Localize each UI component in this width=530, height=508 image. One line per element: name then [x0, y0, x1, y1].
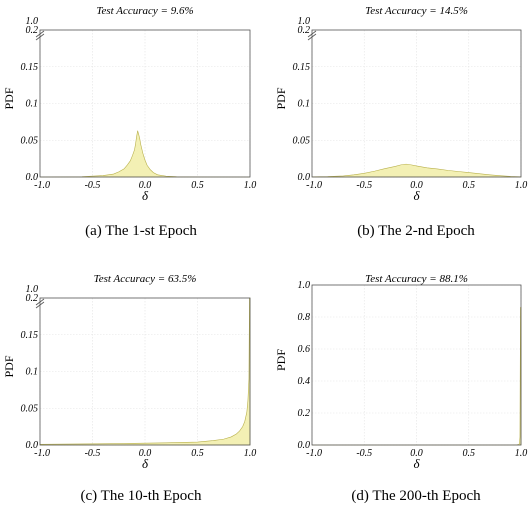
y-tick-label: 0.15 [293, 62, 311, 73]
pdf-area-series [311, 163, 522, 178]
chart-panel-3: -1.0 -0.5 0.0 0.5 1.00.00.050.10.150.21.0Tes… [2, 273, 256, 504]
plot-frame [39, 29, 251, 178]
x-tick-label: 0.0 [410, 448, 423, 459]
x-tick-label: 1.0 [515, 180, 528, 191]
axis-break-mark [35, 301, 45, 309]
y-axis-label: PDF [274, 87, 288, 109]
y-break-top-label: 1.0 [26, 16, 39, 27]
x-tick-label: -0.5 [356, 448, 372, 459]
axis-break-mark [307, 30, 317, 38]
plot-frame [39, 297, 251, 446]
y-tick-label: 0.15 [21, 62, 39, 73]
chart-panel-1: -1.0 -0.5 0.0 0.5 1.00.00.050.10.150.21.0Tes… [2, 5, 256, 239]
y-tick-label: 0.2 [298, 408, 311, 419]
x-tick-label: 0.0 [410, 180, 423, 191]
y-tick-label: 0.0 [26, 172, 39, 183]
chart-panel-4: -1.0 -0.5 0.0 0.5 1.0 0.0 0.2 0.4 0.6 0.8 1.0 Test … [274, 273, 527, 504]
subfigure-caption: (d) The 200-th Epoch [351, 488, 481, 504]
subfigure-caption: (c) The 10-th Epoch [81, 488, 202, 504]
y-tick-label: 0.2 [298, 25, 311, 36]
x-tick-label: 1.0 [515, 448, 528, 459]
y-tick-label: 0.2 [26, 25, 39, 36]
x-tick-label: 0.5 [463, 448, 476, 459]
y-tick-label: 0.15 [21, 330, 39, 341]
x-tick-label: 0.0 [139, 448, 152, 459]
x-tick-label: -1.0 [34, 180, 50, 191]
y-tick-label: 0.05 [21, 135, 39, 146]
y-break-top-label: 1.0 [298, 16, 311, 27]
y-tick-label: 0.0 [26, 440, 39, 451]
plot-title: Test Accuracy = 14.5% [365, 5, 468, 17]
y-tick-label: 0.05 [21, 403, 39, 414]
y-tick-label: 0.1 [26, 99, 39, 110]
y-tick-label: 0.4 [298, 376, 311, 387]
y-tick-label: 0.1 [298, 99, 311, 110]
pdf-area-series [39, 130, 251, 178]
plot-title: Test Accuracy = 9.6% [96, 5, 193, 17]
x-tick-label: 0.5 [191, 448, 204, 459]
y-axis-label: PDF [2, 87, 16, 109]
y-tick-label: 0.0 [298, 172, 311, 183]
y-tick-label: 0.2 [26, 293, 39, 304]
x-axis-label: δ [142, 188, 149, 203]
x-tick-label: -0.5 [356, 180, 372, 191]
chart-panel-2: -1.0 -0.5 0.0 0.5 1.00.00.050.10.150.21.0Tes… [274, 5, 527, 239]
plot-frame [311, 29, 522, 178]
y-tick-label: 0.6 [298, 344, 311, 355]
axis-break-mark [35, 298, 45, 306]
x-tick-label: -1.0 [306, 180, 322, 191]
y-tick-label: 0.1 [26, 367, 39, 378]
y-tick-label: 0.0 [298, 440, 311, 451]
y-axis-label: PDF [274, 349, 288, 371]
x-tick-label: -0.5 [85, 180, 101, 191]
x-tick-label: 0.5 [463, 180, 476, 191]
axis-break-mark [307, 33, 317, 41]
y-tick-label: 0.8 [298, 312, 311, 323]
x-axis-label: δ [413, 456, 420, 471]
axis-break-mark [35, 30, 45, 38]
x-tick-label: 0.5 [191, 180, 204, 191]
x-tick-label: 1.0 [244, 448, 257, 459]
x-tick-label: 0.0 [139, 180, 152, 191]
plot-frame [311, 284, 522, 446]
plot-title: Test Accuracy = 88.1% [365, 273, 468, 285]
axis-break-mark [35, 33, 45, 41]
y-tick-label: 0.05 [293, 135, 311, 146]
x-tick-label: -0.5 [85, 448, 101, 459]
x-tick-label: -1.0 [34, 448, 50, 459]
x-axis-label: δ [142, 456, 149, 471]
subfigure-caption: (a) The 1-st Epoch [85, 223, 197, 239]
x-tick-label: 1.0 [244, 180, 257, 191]
y-axis-label: PDF [2, 355, 16, 377]
plot-title: Test Accuracy = 63.5% [94, 273, 197, 285]
x-axis-label: δ [413, 188, 420, 203]
y-tick-label: 1.0 [298, 280, 311, 291]
y-break-top-label: 1.0 [26, 284, 39, 295]
x-tick-label: -1.0 [306, 448, 322, 459]
subfigure-caption: (b) The 2-nd Epoch [357, 223, 475, 239]
pdf-area-series [39, 297, 251, 446]
